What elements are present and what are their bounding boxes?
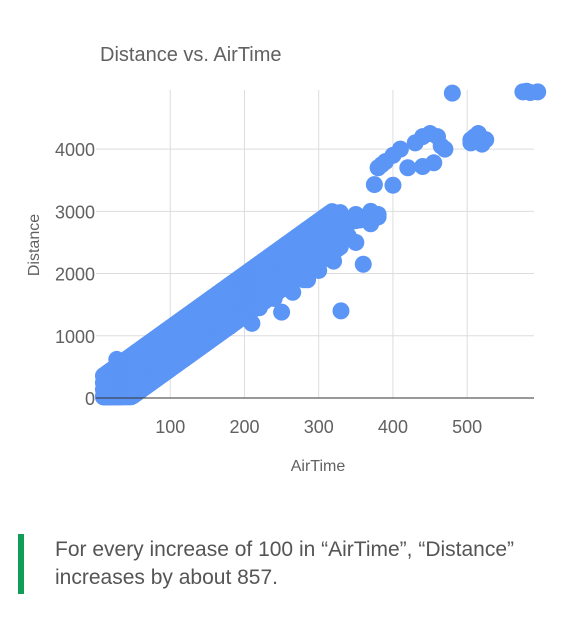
data-point <box>354 255 372 273</box>
data-point <box>399 159 417 177</box>
data-point <box>332 302 350 320</box>
x-tick-label: 300 <box>304 417 334 437</box>
x-tick-label: 200 <box>229 417 259 437</box>
y-axis-title: Distance <box>26 214 43 276</box>
data-point <box>473 135 491 153</box>
data-point <box>362 202 380 220</box>
data-point <box>432 137 450 155</box>
y-axis-ticks: 0 1000 2000 3000 4000 <box>55 140 95 409</box>
gridlines <box>96 90 534 398</box>
scatter-points <box>94 82 547 406</box>
scatter-chart: Distance vs. AirTime 0 1000 2000 3000 4000 1… <box>26 44 547 475</box>
data-point <box>384 146 402 164</box>
data-point <box>529 83 547 101</box>
data-point <box>443 84 461 102</box>
data-point <box>373 156 391 174</box>
x-axis-title: AirTime <box>291 458 346 475</box>
chart-title: Distance vs. AirTime <box>100 44 282 66</box>
data-point <box>331 204 349 222</box>
data-point <box>365 176 383 194</box>
data-point <box>384 176 402 194</box>
y-tick-label: 2000 <box>55 265 95 285</box>
insight-text: For every increase of 100 in “AirTime”, … <box>55 538 515 589</box>
x-tick-label: 400 <box>378 417 408 437</box>
y-tick-label: 0 <box>85 389 95 409</box>
y-tick-label: 4000 <box>55 140 95 160</box>
data-point <box>347 205 365 223</box>
data-point <box>273 303 291 321</box>
data-point <box>347 233 365 251</box>
y-tick-label: 1000 <box>55 327 95 347</box>
x-tick-label: 500 <box>452 417 482 437</box>
x-axis-ticks: 100 200 300 400 500 <box>155 417 482 437</box>
y-tick-label: 3000 <box>55 202 95 222</box>
data-point <box>425 154 443 172</box>
insight-accent-bar <box>18 534 24 594</box>
x-tick-label: 100 <box>155 417 185 437</box>
